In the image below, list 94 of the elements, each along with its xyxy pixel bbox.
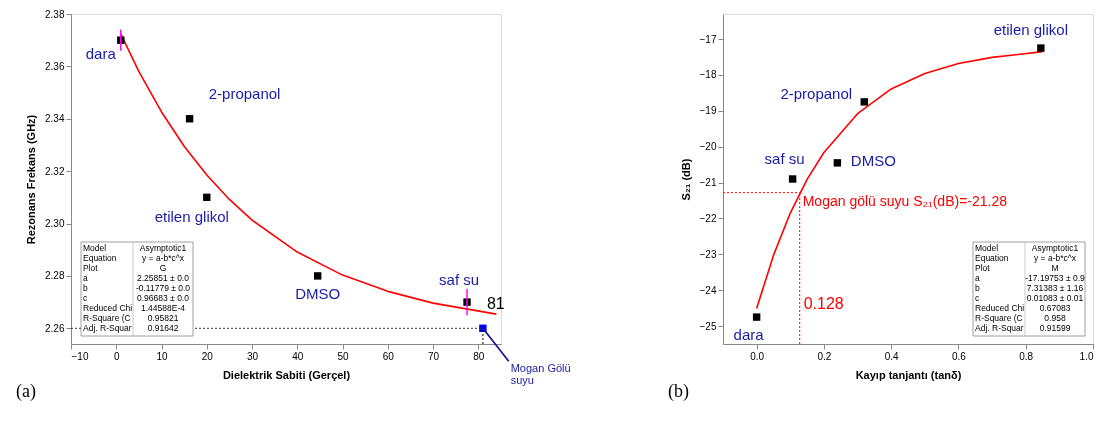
annotation: Reduced Chi <box>975 303 1025 313</box>
y-tick-label: 2.38 <box>45 8 65 20</box>
y-tick-label: −19 <box>699 105 717 117</box>
text: (b) <box>668 381 689 402</box>
annotation: R-Square (C <box>83 313 131 323</box>
x-axis-title: Dielektrik Sabiti (Gerçel) <box>222 368 351 381</box>
annotation: 7.31383 ± 1.16 <box>1026 283 1084 293</box>
x-tick-label: 80 <box>473 350 485 362</box>
y-tick-label: 2.34 <box>45 113 65 125</box>
annotation: 1.44588E-4 <box>141 303 186 313</box>
y-tick-label: −24 <box>699 284 717 296</box>
annotation: -17.19753 ± 0.9 <box>1025 273 1086 283</box>
x-axis-title: Kayıp tanjantı (tanδ) <box>855 368 962 381</box>
y-tick-label: 2.28 <box>45 270 65 282</box>
annotation: 0.96683 ± 0.0 <box>137 293 190 303</box>
annotation: etilen glikol <box>154 208 229 226</box>
text: Mogan Gölü suyu <box>510 362 571 387</box>
annotation: dara <box>733 326 765 344</box>
annotation: y = a-b*c^x <box>141 253 185 263</box>
x-tick-label: 0.2 <box>817 350 832 362</box>
annotation: dara <box>85 45 117 63</box>
point <box>1037 44 1045 52</box>
annotation: Plot <box>83 263 99 273</box>
point <box>860 98 868 106</box>
annotation: Asymptotic1 <box>139 243 187 253</box>
y-axis-title: S₂₁ (dB) <box>679 158 692 201</box>
annotation: 2-propanol <box>780 84 853 102</box>
annotation: G <box>159 263 167 273</box>
annotation: 0.958 <box>1044 313 1066 323</box>
annotation: saf su <box>439 271 480 289</box>
annotation: 0.91642 <box>147 323 179 333</box>
annotation: b <box>83 283 88 293</box>
ref-line-label: 0.128 <box>803 295 844 313</box>
annotation: etilen glikol <box>993 21 1068 39</box>
annotation: c <box>83 293 88 303</box>
annotation: R-Square (C <box>975 313 1023 323</box>
y-tick-label: −22 <box>699 212 717 224</box>
point <box>833 159 842 167</box>
annotation: 0.95821 <box>147 313 179 323</box>
x-tick-label: 1.0 <box>1079 350 1094 362</box>
annotation: Equation <box>83 253 117 263</box>
annotation: DMSO <box>850 151 896 169</box>
annotation: 2-propanol <box>208 84 281 102</box>
annotation: c <box>975 293 980 303</box>
annotation: Model <box>975 243 999 253</box>
annotation: 2.25851 ± 0.0 <box>137 273 190 283</box>
y-tick-label: −25 <box>699 320 717 332</box>
x-tick-label: 70 <box>428 350 440 362</box>
y-tick-label: −21 <box>699 177 717 189</box>
annotation: y = a-b*c^x <box>1033 253 1077 263</box>
annotation: -0.11779 ± 0.0 <box>135 283 191 293</box>
y-tick-label: 2.26 <box>45 322 65 334</box>
ref-line-label: Mogan gölü suyu S₂₁(dB)=-21.28 <box>802 192 1008 209</box>
x-tick-label: 50 <box>337 350 350 362</box>
annotation: a <box>83 273 88 283</box>
annotation: Adj. R-Squar <box>975 323 1024 333</box>
annotation: a <box>975 273 980 283</box>
annotation: Model <box>83 243 107 253</box>
point <box>788 175 797 183</box>
x-tick-label: 20 <box>201 350 214 362</box>
x-tick-label: 0 <box>113 350 120 362</box>
annotation: M <box>1051 263 1059 273</box>
x-tick-label: 0.0 <box>750 350 765 362</box>
point <box>313 272 322 280</box>
annotation: 0.67083 <box>1039 303 1071 313</box>
annotation: Adj. R-Squar <box>83 323 132 333</box>
x-tick-label: −10 <box>71 350 89 362</box>
x-tick-label: 0.6 <box>952 350 967 362</box>
annotation: b <box>975 283 980 293</box>
annotation: Plot <box>975 263 991 273</box>
y-tick-label: 2.36 <box>45 60 65 72</box>
y-tick-label: 2.32 <box>45 165 65 177</box>
y-tick-label: 2.30 <box>45 218 65 230</box>
annotation: 0.91599 <box>1039 323 1071 333</box>
ref-line-label: 81 <box>486 295 505 313</box>
annotation: Reduced Chi <box>83 303 133 313</box>
annotation: saf su <box>764 150 805 167</box>
annotation: 0.01083 ± 0.01 <box>1026 293 1084 303</box>
annotation: DMSO <box>295 284 341 302</box>
y-tick-label: −23 <box>699 248 717 260</box>
x-tick-label: 10 <box>156 350 169 362</box>
x-tick-label: 60 <box>382 350 395 362</box>
x-tick-label: 40 <box>292 350 304 362</box>
annotation: Equation <box>975 253 1009 263</box>
text: (a) <box>16 381 36 402</box>
point <box>752 313 761 321</box>
x-tick-label: 0.8 <box>1019 350 1034 362</box>
annotation: Asymptotic1 <box>1031 243 1079 253</box>
y-axis-title: Rezonans Frekans (GHz) <box>25 114 38 245</box>
y-tick-label: −20 <box>699 141 717 153</box>
x-tick-label: 30 <box>246 350 259 362</box>
y-tick-label: −18 <box>699 69 717 81</box>
x-tick-label: 0.4 <box>884 350 900 362</box>
y-tick-label: −17 <box>699 33 717 45</box>
